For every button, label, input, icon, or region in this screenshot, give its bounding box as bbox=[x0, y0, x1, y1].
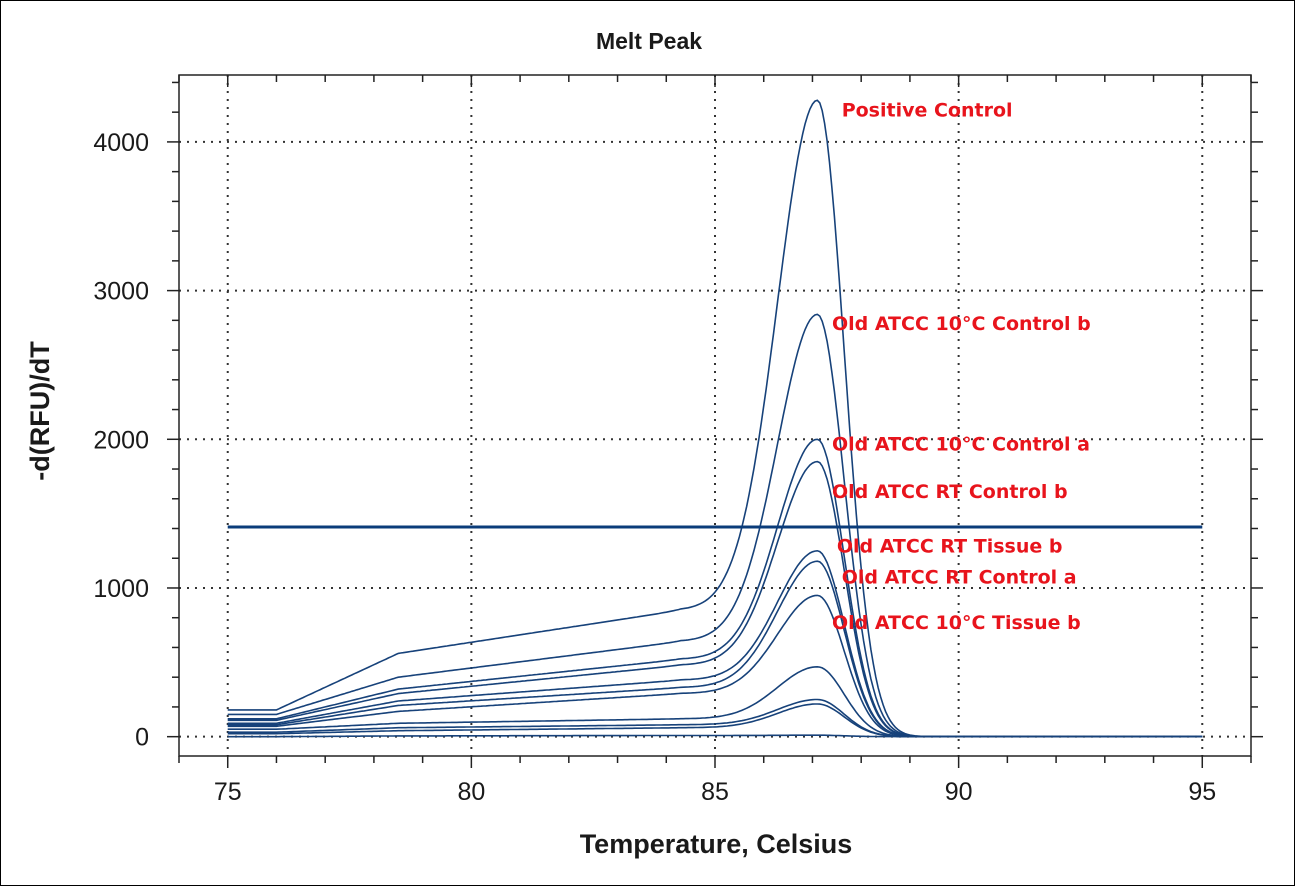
y-tick-label: 3000 bbox=[93, 278, 149, 306]
y-tick-label: 2000 bbox=[93, 426, 149, 454]
curve-annotation: Old ATCC RT Tissue b bbox=[837, 535, 1063, 557]
curve-annotation: Old ATCC RT Control b bbox=[832, 481, 1068, 503]
x-tick-label: 85 bbox=[701, 778, 729, 806]
x-tick-label: 95 bbox=[1188, 778, 1216, 806]
annotation-layer: Positive Control Old ATCC 10°C Control b O… bbox=[832, 100, 1091, 634]
y-tick-label: 1000 bbox=[93, 575, 149, 603]
curve-annotation: Positive Control bbox=[842, 100, 1013, 122]
curve-annotation: Old ATCC RT Control a bbox=[842, 567, 1077, 589]
curve-annotation: Old ATCC 10°C Control a bbox=[832, 433, 1090, 455]
curve-annotation: Old ATCC 10°C Tissue b bbox=[832, 612, 1081, 634]
x-tick-label: 75 bbox=[214, 778, 242, 806]
plot-frame bbox=[178, 74, 1252, 757]
chart-title: Melt Peak bbox=[596, 28, 702, 54]
y-tick-label: 4000 bbox=[93, 129, 149, 157]
x-tick-label: 80 bbox=[457, 778, 485, 806]
series-layer bbox=[227, 99, 1203, 738]
grid-layer bbox=[179, 75, 1251, 756]
x-tick-label: 90 bbox=[945, 778, 973, 806]
curve-annotation: Old ATCC 10°C Control b bbox=[832, 313, 1091, 335]
melt-curve-11 bbox=[227, 734, 1203, 738]
y-tick-label: 0 bbox=[135, 724, 149, 752]
x-axis-label: Temperature, Celsius bbox=[580, 829, 853, 859]
y-axis-label: -d(RFU)/dT bbox=[25, 341, 55, 481]
axes-layer: 75 80 85 90 95 0 1000 2000 3000 4000 bbox=[93, 74, 1263, 806]
